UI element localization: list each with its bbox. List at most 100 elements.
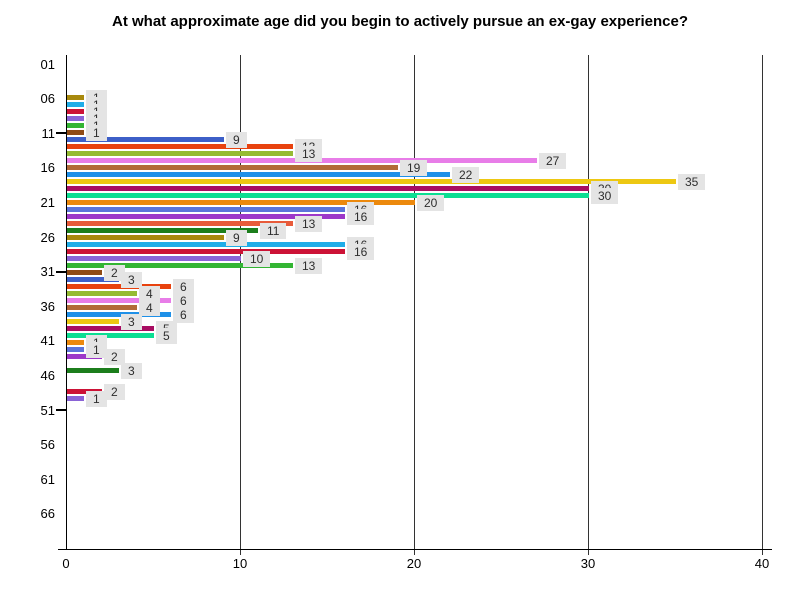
bar-value-label-age-18: 35 — [678, 174, 706, 190]
y-tick-label-41: 41 — [40, 333, 55, 348]
y-tick-label-56: 56 — [40, 437, 55, 452]
y-tick-label-06: 06 — [40, 91, 55, 106]
bar-value-label-age-29: 10 — [243, 251, 271, 267]
bar-age-20 — [67, 193, 589, 198]
bar-value-label-age-25: 11 — [260, 223, 287, 239]
bar-value-label-age-21: 20 — [417, 195, 445, 211]
bar-value-label-age-48: 2 — [104, 384, 125, 400]
y-tick-label-66: 66 — [40, 506, 55, 521]
bar-age-39 — [67, 326, 154, 331]
y-tick-mark-31 — [56, 271, 66, 273]
x-tick-label-0: 0 — [62, 556, 70, 571]
x-tick-label-20: 20 — [406, 556, 422, 571]
bar-value-label-age-20: 30 — [591, 188, 619, 204]
y-tick-label-21: 21 — [40, 195, 55, 210]
bar-value-label-age-40: 5 — [156, 328, 177, 344]
y-tick-label-26: 26 — [40, 230, 55, 245]
gridline-x-10 — [240, 55, 241, 555]
bar-age-35 — [67, 298, 171, 303]
bar-age-18 — [67, 179, 676, 184]
bar-age-32 — [67, 277, 119, 282]
bar-value-label-age-49: 1 — [86, 391, 107, 407]
bar-value-label-age-32: 3 — [121, 272, 142, 288]
bar-age-17 — [67, 172, 450, 177]
y-tick-label-51: 51 — [40, 403, 55, 418]
gridline-x-20 — [414, 55, 415, 555]
bar-age-13 — [67, 144, 293, 149]
x-axis-line — [58, 549, 772, 550]
bar-age-41 — [67, 340, 84, 345]
bar-value-label-age-43: 2 — [104, 349, 125, 365]
bar-value-label-age-30: 13 — [295, 258, 323, 274]
bar-age-27 — [67, 242, 345, 247]
bar-age-9 — [67, 116, 84, 121]
bar-value-label-age-37: 6 — [173, 307, 194, 323]
chart-title: At what approximate age did you begin to… — [112, 13, 688, 30]
bar-age-14 — [67, 151, 293, 156]
bar-value-label-age-12: 9 — [226, 132, 247, 148]
gridline-x-30 — [588, 55, 589, 555]
bar-age-38 — [67, 319, 119, 324]
bar-age-12 — [67, 137, 224, 142]
bar-age-40 — [67, 333, 154, 338]
bar-age-42 — [67, 347, 84, 352]
bar-age-26 — [67, 235, 224, 240]
bar-age-37 — [67, 312, 171, 317]
bar-age-8 — [67, 109, 84, 114]
bar-value-label-age-16: 19 — [400, 160, 428, 176]
bar-value-label-age-28: 16 — [347, 244, 375, 260]
bar-value-label-age-26: 9 — [226, 230, 247, 246]
bar-age-19 — [67, 186, 589, 191]
y-tick-label-36: 36 — [40, 299, 55, 314]
y-tick-label-46: 46 — [40, 368, 55, 383]
bar-value-label-age-31: 2 — [104, 265, 125, 281]
bar-value-label-age-24: 13 — [295, 216, 323, 232]
bar-age-43 — [67, 354, 102, 359]
bar-value-label-age-14: 13 — [295, 146, 323, 162]
y-tick-label-61: 61 — [40, 472, 55, 487]
bar-age-36 — [67, 305, 137, 310]
y-axis-line — [66, 55, 67, 549]
bar-age-10 — [67, 123, 84, 128]
bar-age-22 — [67, 207, 345, 212]
bar-age-16 — [67, 165, 398, 170]
bar-age-31 — [67, 270, 102, 275]
bar-value-label-age-15: 27 — [539, 153, 567, 169]
bar-age-6 — [67, 95, 84, 100]
bar-value-label-age-34: 4 — [139, 286, 160, 302]
bar-age-34 — [67, 291, 137, 296]
bar-age-21 — [67, 200, 415, 205]
bar-value-label-age-23: 16 — [347, 209, 375, 225]
bar-value-label-age-35: 6 — [173, 293, 194, 309]
bar-age-11 — [67, 130, 84, 135]
bar-value-label-age-38: 3 — [121, 314, 142, 330]
y-tick-mark-51 — [56, 409, 66, 411]
bar-value-label-age-17: 22 — [452, 167, 480, 183]
bar-age-48 — [67, 389, 102, 394]
bar-age-29 — [67, 256, 241, 261]
bar-value-label-age-45: 3 — [121, 363, 142, 379]
bar-age-28 — [67, 249, 345, 254]
bar-age-7 — [67, 102, 84, 107]
y-tick-label-31: 31 — [40, 264, 55, 279]
bar-age-45 — [67, 368, 119, 373]
bar-value-label-age-42: 1 — [86, 342, 107, 358]
y-tick-label-11: 11 — [41, 126, 56, 141]
x-tick-label-40: 40 — [754, 556, 770, 571]
bar-age-49 — [67, 396, 84, 401]
y-tick-label-16: 16 — [40, 160, 55, 175]
x-tick-label-10: 10 — [232, 556, 248, 571]
bar-value-label-age-36: 4 — [139, 300, 160, 316]
y-tick-mark-11 — [56, 132, 66, 134]
x-tick-label-30: 30 — [580, 556, 596, 571]
bar-age-33 — [67, 284, 171, 289]
bar-age-30 — [67, 263, 293, 268]
bar-value-label-age-33: 6 — [173, 279, 194, 295]
bar-age-25 — [67, 228, 258, 233]
gridline-x-40 — [762, 55, 763, 555]
bar-value-label-age-11: 1 — [86, 125, 107, 141]
bar-age-23 — [67, 214, 345, 219]
bar-age-24 — [67, 221, 293, 226]
y-tick-label-01: 01 — [40, 57, 55, 72]
